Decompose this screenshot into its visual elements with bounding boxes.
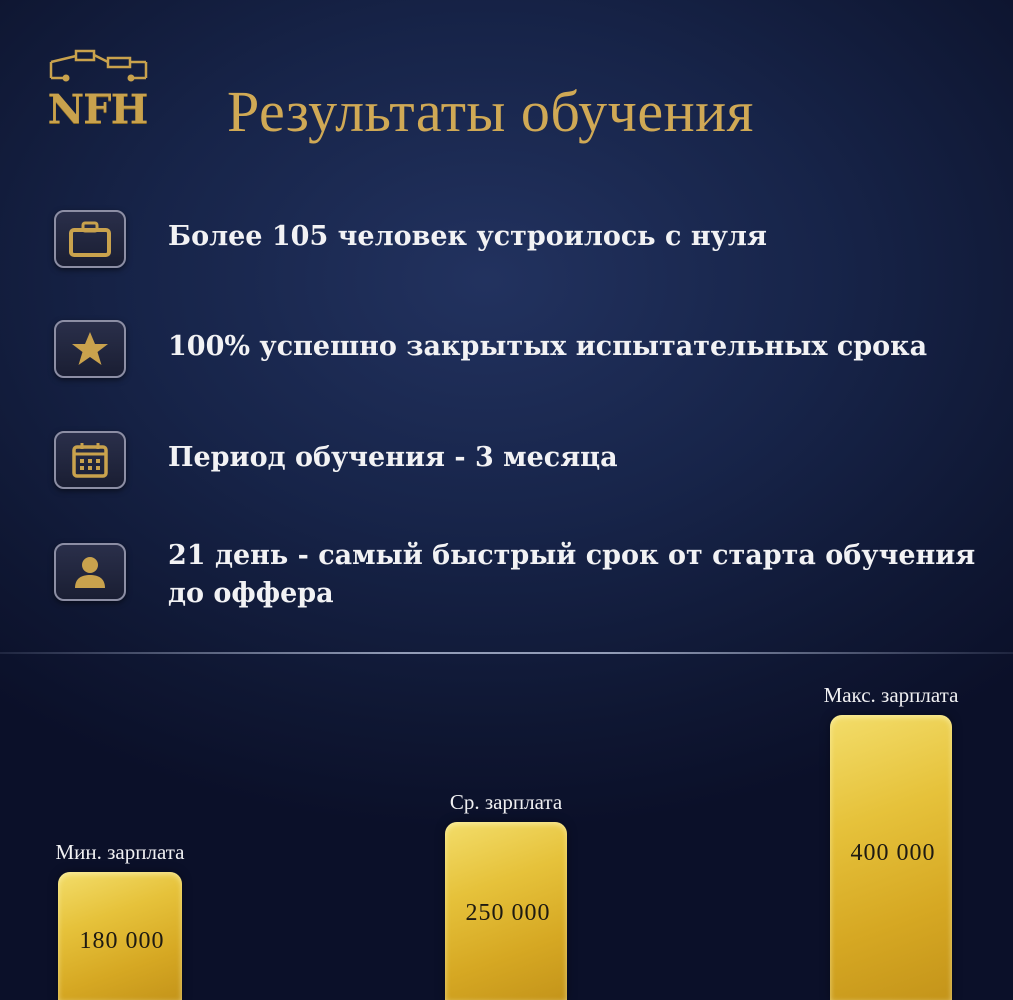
bar-category-label: Ср. зарплата (449, 790, 563, 814)
feature-icon-box (54, 320, 126, 378)
user-icon (75, 557, 105, 588)
bar-value-label: 400 000 (850, 840, 936, 866)
logo: NFH (40, 48, 155, 133)
page-title: Результаты обучения (227, 79, 754, 144)
bar-category-label: Мин. зарплата (55, 840, 185, 864)
briefcase-icon (69, 221, 111, 257)
bar (830, 715, 952, 1000)
star-icon (72, 332, 108, 365)
calendar-icon (72, 443, 108, 478)
bar-value-label: 180 000 (79, 928, 165, 954)
feature-text: Более 105 человек устроилось с нуля (168, 221, 767, 252)
circuit-logo-icon (49, 49, 148, 82)
divider (0, 652, 1013, 654)
bar-category-label: Макс. зарплата (823, 683, 959, 707)
feature-icon-box (54, 210, 126, 268)
bar-value-label: 250 000 (465, 900, 551, 926)
bar (445, 822, 567, 1000)
feature-text: 21 день - самый быстрый срок от старта о… (168, 540, 976, 609)
bar (58, 872, 182, 1000)
feature-text: Период обучения - 3 месяца (168, 442, 618, 473)
logo-text: NFH (47, 86, 149, 133)
feature-text: 100% успешно закрытых испытательных срок… (168, 331, 928, 362)
feature-icon-box (54, 543, 126, 601)
feature-icon-box (54, 431, 126, 489)
